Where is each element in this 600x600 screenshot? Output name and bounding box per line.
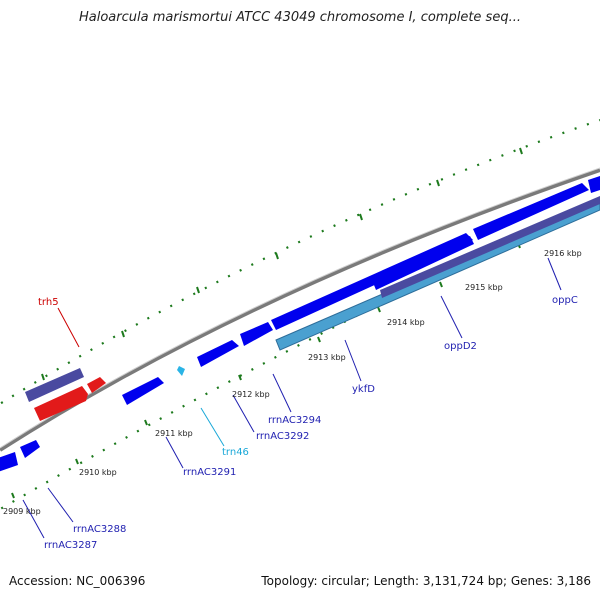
genome-summary: Topology: circular; Length: 3,131,724 bp…: [261, 574, 591, 588]
cds-feature[interactable]: [197, 340, 239, 367]
rrnAC3294-leader: [272, 373, 292, 413]
label-leaders: [22, 257, 562, 539]
gene-label-rrnAC3294[interactable]: rrnAC3294: [268, 415, 321, 426]
rrna-outline-feature[interactable]: [25, 368, 84, 402]
cds-feature[interactable]: [372, 236, 474, 290]
rrnAC3288-leader: [47, 487, 74, 523]
operon-feature-dark[interactable]: [380, 196, 600, 298]
gene-label-trh5[interactable]: trh5: [38, 297, 59, 308]
major-tick: [11, 492, 15, 499]
scale-label-2913: 2913 kbp: [308, 353, 346, 362]
major-tick: [196, 286, 200, 294]
major-tick: [275, 252, 279, 260]
trh5-leader: [57, 307, 80, 348]
cds-feature[interactable]: [0, 452, 18, 472]
scale-label-2912: 2912 kbp: [232, 390, 270, 399]
gene-label-ykfD[interactable]: ykfD: [352, 384, 375, 395]
scale-label-2916: 2916 kbp: [544, 249, 582, 258]
cds-feature[interactable]: [271, 233, 473, 330]
oppD2-leader: [440, 295, 463, 339]
scale-label-2914: 2914 kbp: [387, 318, 425, 327]
gene-labels: trh5 trn46 rrnAC3287 rrnAC3288 rrnAC3291…: [38, 295, 578, 551]
accession-label: Accession: NC_006396: [9, 574, 146, 588]
scale-labels: 2909 kbp 2910 kbp 2911 kbp 2912 kbp 2913…: [3, 249, 582, 516]
major-tick: [238, 374, 242, 381]
major-tick: [317, 336, 321, 343]
rrnAC3291-leader: [165, 436, 184, 469]
cds-feature[interactable]: [122, 377, 164, 405]
major-tick: [75, 458, 79, 465]
trna-feature[interactable]: [177, 366, 185, 376]
gene-label-trn46[interactable]: trn46: [222, 447, 249, 458]
gene-label-rrnAC3292[interactable]: rrnAC3292: [256, 431, 309, 442]
cds-feature[interactable]: [473, 183, 589, 240]
major-tick: [519, 147, 523, 155]
outer-tick-track: [0, 118, 600, 406]
trn46-leader: [200, 407, 225, 447]
rrna-feature[interactable]: [34, 386, 88, 421]
gene-label-oppD2[interactable]: oppD2: [444, 341, 477, 352]
gene-label-rrnAC3288[interactable]: rrnAC3288: [73, 524, 126, 535]
oppC-leader: [547, 257, 562, 291]
cds-feature[interactable]: [240, 322, 273, 346]
scale-label-2911: 2911 kbp: [155, 429, 193, 438]
gene-label-rrnAC3291[interactable]: rrnAC3291: [183, 467, 236, 478]
major-tick: [144, 419, 148, 426]
major-ticks: [11, 147, 523, 499]
cds-feature[interactable]: [20, 440, 40, 458]
major-tick: [436, 179, 440, 187]
scale-label-2910: 2910 kbp: [79, 468, 117, 477]
gene-label-rrnAC3287[interactable]: rrnAC3287: [44, 540, 97, 551]
scale-label-2909: 2909 kbp: [3, 507, 41, 516]
ykfD-leader: [344, 339, 362, 382]
scale-label-2915: 2915 kbp: [465, 283, 503, 292]
rrnAC3287-leader: [22, 499, 45, 539]
major-tick: [359, 213, 363, 221]
major-tick: [377, 306, 381, 313]
gene-label-oppC[interactable]: oppC: [552, 295, 578, 306]
cds-feature[interactable]: [588, 176, 600, 193]
rrnAC3292-leader: [232, 394, 255, 433]
rrna-feature-small[interactable]: [87, 377, 106, 393]
map-title: Haloarcula marismortui ATCC 43049 chromo…: [79, 10, 521, 25]
major-tick: [439, 281, 443, 288]
cds-features: [0, 176, 600, 472]
major-tick: [121, 330, 125, 338]
major-tick: [41, 373, 45, 381]
